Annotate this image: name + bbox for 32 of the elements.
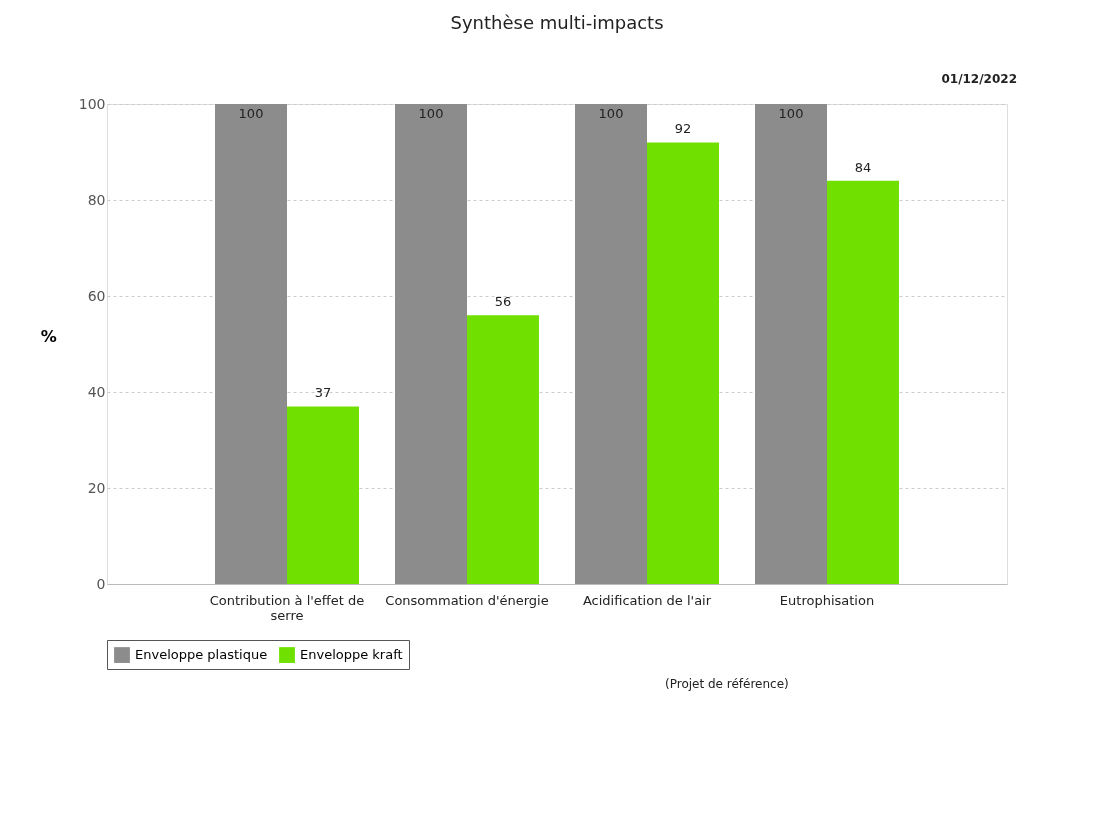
bar [575, 104, 647, 584]
y-tick-label: 40 [87, 383, 106, 400]
data-label: 56 [494, 294, 512, 310]
data-label: 37 [314, 385, 332, 401]
chart-title: Synthèse multi-impacts [450, 12, 664, 33]
x-tick-label: Eutrophisation [779, 592, 875, 608]
y-tick-label: 20 [87, 479, 106, 496]
y-tick-label: 100 [78, 95, 106, 112]
x-tick-label: Consommation d'énergie [385, 592, 549, 608]
bar [467, 315, 539, 584]
text: 01/12/2022 [941, 72, 1017, 86]
bar [395, 104, 467, 584]
bar [287, 406, 359, 584]
bar [827, 180, 899, 584]
bar [215, 104, 287, 584]
y-tick-label: 80 [87, 191, 106, 208]
x-tick-label: Acidification de l'air [582, 592, 712, 608]
y-tick-label: 0 [96, 575, 106, 592]
bar [647, 142, 719, 584]
x-tick-label: Contribution à l'effet de serre [209, 592, 365, 623]
data-label: 100 [238, 106, 264, 121]
bar [755, 104, 827, 584]
data-label: 100 [418, 106, 444, 121]
data-label: 92 [674, 121, 692, 137]
y-tick-label: 60 [87, 287, 106, 304]
data-label: 100 [598, 106, 624, 121]
y-axis-title: % [40, 326, 57, 346]
legend-label: Enveloppe kraft [300, 647, 403, 663]
legend-label: Enveloppe plastique [135, 647, 268, 663]
text: (Projet de référence) [665, 677, 789, 691]
data-label: 100 [778, 106, 804, 121]
data-label: 84 [854, 159, 872, 175]
